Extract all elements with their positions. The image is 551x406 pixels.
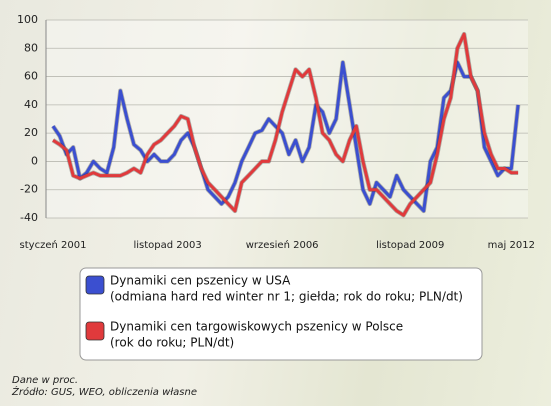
x-tick-label: listopad 2009 (376, 240, 444, 251)
y-tick-label: 0 (31, 154, 38, 167)
y-tick-label: 100 (17, 13, 38, 26)
legend-label: Dynamiki cen targowiskowych pszenicy w P… (110, 320, 403, 334)
footnote: Dane w proc. (12, 375, 78, 386)
legend-label: Dynamiki cen pszenicy w USA (110, 274, 291, 288)
x-tick-label: listopad 2003 (133, 240, 201, 251)
y-tick-label: 40 (24, 98, 38, 111)
footnote: Źródło: GUS, WEO, obliczenia własne (11, 385, 197, 398)
series-line (51, 60, 520, 213)
x-tick-label: wrzesień 2006 (246, 239, 319, 251)
y-tick-label: 80 (24, 41, 38, 54)
y-tick-label: -20 (20, 183, 38, 196)
x-tick-label: maj 2012 (488, 240, 535, 251)
legend-swatch (85, 275, 105, 295)
legend-note: (odmiana hard red winter nr 1; giełda; r… (110, 290, 463, 304)
legend (79, 267, 483, 361)
y-tick-label: 20 (24, 126, 38, 139)
y-tick-label: 60 (24, 70, 38, 83)
series-line (52, 32, 519, 217)
x-tick-label: styczeń 2001 (20, 239, 87, 251)
y-tick-label: -40 (20, 211, 38, 224)
legend-note: (rok do roku; PLN/dt) (110, 336, 234, 350)
legend-swatch (85, 321, 105, 341)
